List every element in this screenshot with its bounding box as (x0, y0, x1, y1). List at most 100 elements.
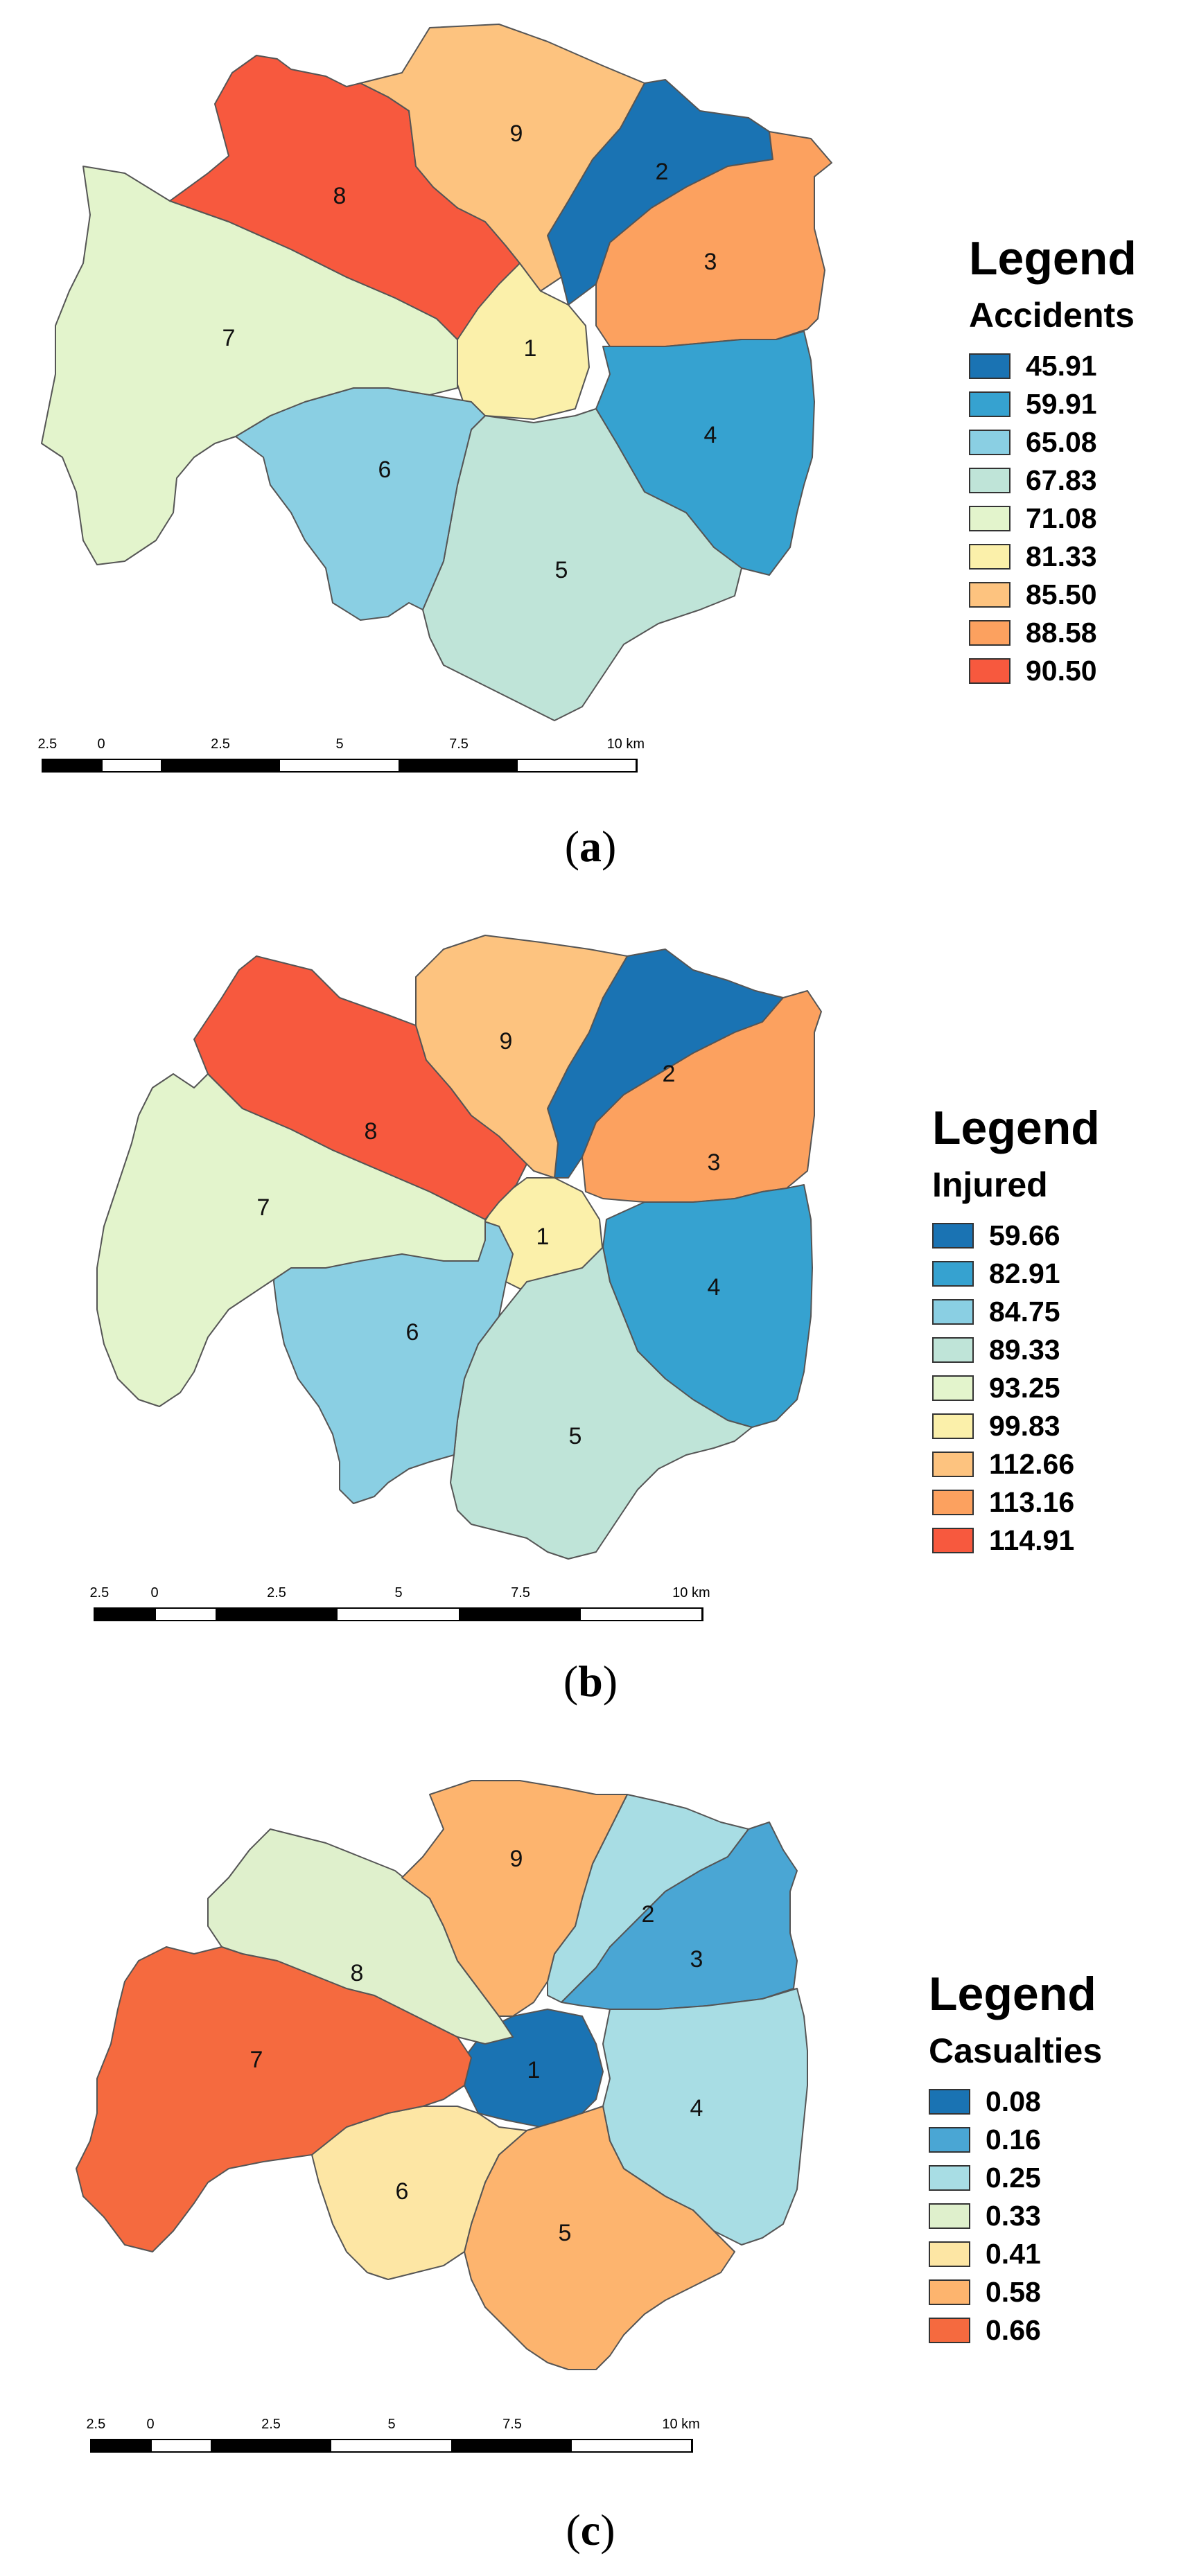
scale-bar-segments (94, 1607, 703, 1621)
scale-bar-segment (331, 2440, 452, 2451)
legend-variable: Casualties (929, 2031, 1103, 2070)
legend-swatch (932, 1528, 974, 1553)
legend-value: 0.58 (986, 2276, 1041, 2308)
legend-value: 0.41 (986, 2238, 1041, 2270)
scale-bar-segment (155, 1609, 217, 1620)
scale-bar-tick-label: 2.5 (261, 2417, 281, 2432)
legend-item: 59.66 (932, 1217, 1100, 1255)
legend-swatch (929, 2279, 970, 2305)
scale-bar-ticks: 2.5 0 2.5 5 7.5 10 km (86, 2411, 699, 2436)
legend-value: 71.08 (1026, 502, 1097, 534)
legend-item: 82.91 (932, 1255, 1100, 1293)
legend-value: 0.25 (986, 2162, 1041, 2194)
legend-value: 93.25 (989, 1372, 1060, 1404)
legend-item: 0.41 (929, 2235, 1102, 2273)
scale-bar: 2.5 0 2.5 5 7.5 10 km (89, 1580, 710, 1628)
legend-swatch (932, 1413, 974, 1439)
legend: Legend Injured 59.66 82.91 84.75 89.33 93.25… (932, 1102, 1100, 1560)
legend-item: 59.91 (969, 385, 1137, 423)
scale-bar-tick-label: 2.5 (37, 736, 58, 752)
district-label-6: 6 (396, 2178, 409, 2205)
scale-bar-segment (580, 1609, 703, 1620)
district-label-1: 1 (524, 335, 537, 362)
legend-swatch (969, 658, 1011, 684)
legend-item: 85.50 (969, 576, 1137, 614)
scale-bar-segment (280, 760, 399, 771)
legend-item: 67.83 (969, 461, 1137, 500)
scale-bar-segment (91, 2440, 152, 2451)
district-label-2: 2 (642, 1901, 655, 1927)
legend-swatch (932, 1375, 974, 1401)
legend-value: 0.33 (986, 2200, 1041, 2232)
legend-swatch (932, 1261, 974, 1287)
district-label-3: 3 (690, 1946, 703, 1973)
district-label-5: 5 (569, 1423, 582, 1449)
district-label-7: 7 (222, 325, 236, 351)
legend-value: 88.58 (1026, 617, 1097, 649)
district-label-5: 5 (555, 557, 568, 583)
district-label-3: 3 (704, 249, 717, 275)
scale-bar-ticks: 2.5 0 2.5 5 7.5 10 km (89, 1580, 710, 1605)
legend-value: 65.08 (1026, 426, 1097, 458)
legend-item: 0.08 (929, 2083, 1102, 2121)
legend-value: 45.91 (1026, 350, 1097, 382)
legend-item: 65.08 (969, 423, 1137, 461)
scale-bar-segment (43, 760, 103, 771)
scale-bar-tick-label: 10 km (606, 736, 645, 752)
district-label-9: 9 (510, 121, 523, 147)
district-9 (401, 1780, 628, 2017)
legend-value: 85.50 (1026, 579, 1097, 610)
map-panel-b: 1 2 3 4 5 6 7 8 9 Legend Injured 59.66 82.91 84.75… (0, 894, 1181, 1753)
district-9 (415, 935, 628, 1179)
scale-bar-segments (42, 759, 638, 773)
legend-item: 0.33 (929, 2197, 1102, 2235)
scale-bar-segment (451, 2440, 572, 2451)
scale-bar-tick-label: 2.5 (211, 736, 230, 752)
scale-bar: 2.5 0 2.5 5 7.5 10 km (86, 2411, 700, 2460)
legend-swatch (969, 430, 1011, 455)
scale-bar-tick-label: 0 (146, 2417, 155, 2432)
district-label-8: 8 (365, 1118, 378, 1145)
legend-swatch (969, 544, 1011, 570)
district-label-9: 9 (510, 1846, 523, 1872)
legend-variable: Accidents (969, 296, 1135, 335)
scale-bar-tick-label: 0 (150, 1585, 159, 1600)
legend-value: 67.83 (1026, 464, 1097, 496)
scale-bar-ticks: 2.5 0 2.5 5 7.5 10 km (37, 731, 645, 756)
scale-bar-tick-label: 2.5 (89, 1585, 110, 1600)
legend-rows: 45.91 59.91 65.08 67.83 71.08 81.33 85.50 88.58… (969, 347, 1137, 690)
scale-bar-segment (102, 760, 162, 771)
legend-value: 114.91 (989, 1524, 1075, 1556)
legend-value: 59.66 (989, 1219, 1060, 1251)
legend-value: 82.91 (989, 1258, 1060, 1289)
panel-caption: (c) (566, 2505, 615, 2555)
legend-value: 0.08 (986, 2085, 1041, 2117)
district-label-9: 9 (500, 1028, 513, 1055)
legend-item: 45.91 (969, 347, 1137, 385)
legend-item: 81.33 (969, 538, 1137, 576)
panel-caption: (a) (564, 822, 617, 871)
scale-bar-tick-label: 2.5 (267, 1585, 286, 1600)
scale-bar-segment (517, 760, 637, 771)
legend-value: 112.66 (989, 1448, 1075, 1480)
scale-bar-segment (211, 2440, 332, 2451)
district-9 (360, 24, 645, 292)
legend: Legend Accidents 45.91 59.91 65.08 67.83 71.… (969, 232, 1137, 690)
legend-value: 0.66 (986, 2314, 1041, 2346)
legend-swatch (929, 2203, 970, 2229)
legend-swatch (929, 2318, 970, 2343)
legend-item: 112.66 (932, 1445, 1100, 1483)
scale-bar-tick-label: 10 km (662, 2417, 700, 2432)
legend-swatch (932, 1223, 974, 1249)
legend-value: 84.75 (989, 1296, 1060, 1327)
district-map: 1 2 3 4 5 6 7 8 9 (41, 24, 832, 721)
legend-value: 99.83 (989, 1410, 1060, 1442)
legend-value: 113.16 (989, 1486, 1075, 1518)
legend-swatch (932, 1490, 974, 1515)
legend-item: 90.50 (969, 652, 1137, 690)
scale-bar-segment (399, 760, 518, 771)
legend-item: 88.58 (969, 614, 1137, 652)
legend: Legend Casualties 0.08 0.16 0.25 0.33 0.41 0.… (929, 1968, 1102, 2349)
district-label-6: 6 (378, 457, 392, 483)
district-label-1: 1 (527, 2057, 541, 2083)
